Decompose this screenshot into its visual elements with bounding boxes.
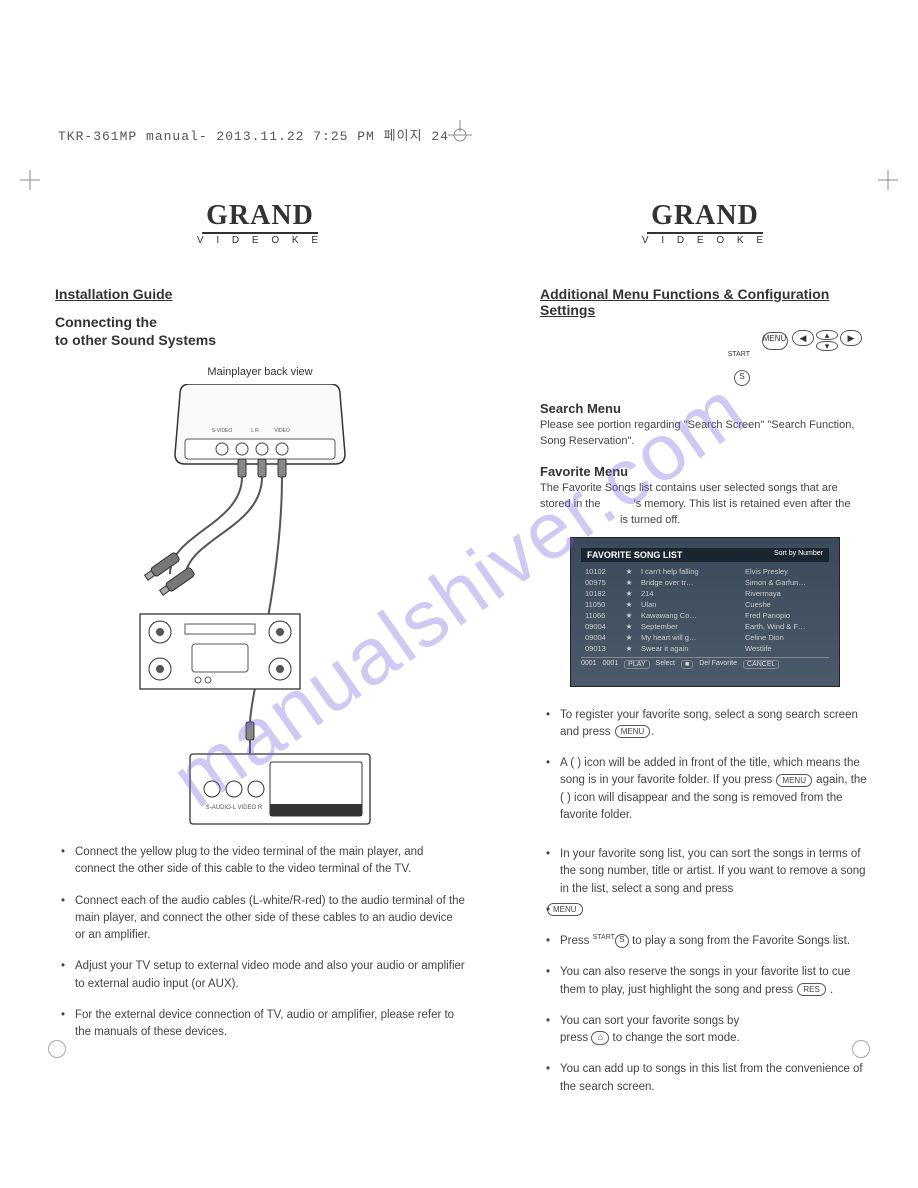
- crop-mark-top: [445, 120, 475, 150]
- search-text: Please see portion regarding "Search Scr…: [540, 418, 870, 450]
- song-row: 09004★My heart will g…Celine Dion: [581, 632, 829, 643]
- svg-text:S-VIDEO: S-VIDEO: [212, 428, 233, 434]
- brand-logo: GRAND V I D E O K E: [55, 200, 465, 246]
- s-icon: S: [615, 934, 629, 948]
- down-arrow-icon: ▾: [816, 341, 838, 351]
- diagram-label: Mainplayer back view: [55, 366, 465, 378]
- song-row: 11050★UlanCueshe: [581, 599, 829, 610]
- menu-pill: MENU: [615, 725, 651, 738]
- right-bullets-2: In your favorite song list, you can sort…: [540, 846, 870, 1096]
- icon-row: MENU ◀ ▴ ▾ ▶: [540, 330, 862, 351]
- nav-pad-icon: ◀ ▴ ▾ ▶: [792, 330, 862, 351]
- song-row: 09013★Swear it againWestlife: [581, 643, 829, 654]
- search-heading: Search Menu: [540, 401, 870, 416]
- song-row: 10102★I can't help fallingElvis Presley: [581, 566, 829, 577]
- brand-name: GRAND: [202, 200, 318, 234]
- screenshot-title: FAVORITE SONG LIST Sort by Number: [581, 548, 829, 562]
- bullet-item: A ( ) icon will be added in front of the…: [560, 755, 870, 824]
- bullet-item: Adjust your TV setup to external video m…: [75, 958, 465, 993]
- song-rows: 10102★I can't help fallingElvis Presley0…: [581, 566, 829, 654]
- right-arrow-icon: ▶: [840, 330, 862, 346]
- svg-text:L R: L R: [251, 428, 259, 434]
- brand-sub: V I D E O K E: [55, 235, 465, 246]
- brand-name: GRAND: [647, 200, 763, 234]
- bullet-item: In your favorite song list, you can sort…: [560, 846, 870, 898]
- bullet-item: You can add up to songs in this list fro…: [560, 1061, 870, 1096]
- start-icon-row: START S: [540, 351, 750, 387]
- svg-text:S-AUDIO-L VIDEO R: S-AUDIO-L VIDEO R: [206, 805, 263, 811]
- favorite-heading: Favorite Menu: [540, 464, 870, 479]
- song-row: 09004★SeptemberEarth, Wind & F…: [581, 621, 829, 632]
- left-bullets: Connect the yellow plug to the video ter…: [55, 844, 465, 1041]
- start-label: START: [728, 351, 750, 358]
- bullet-item: Connect each of the audio cables (L-whit…: [75, 893, 465, 945]
- brand-logo: GRAND V I D E O K E: [540, 200, 870, 246]
- bullet-item: Connect the yellow plug to the video ter…: [75, 844, 465, 879]
- crop-mark-right: [878, 170, 898, 190]
- bullet-item: MENU: [560, 902, 870, 919]
- right-page: GRAND V I D E O K E Additional Menu Func…: [540, 200, 870, 1110]
- right-title: Additional Menu Functions & Configuratio…: [540, 286, 870, 318]
- left-page: GRAND V I D E O K E Installation Guide C…: [55, 200, 465, 1055]
- favorite-list-screenshot: FAVORITE SONG LIST Sort by Number 10102★…: [570, 537, 840, 687]
- song-row: 10182★214Rivermaya: [581, 588, 829, 599]
- connection-diagram: S-VIDEO L R VIDEO: [130, 384, 390, 844]
- bullet-item: You can also reserve the songs in your f…: [560, 964, 870, 999]
- bullet-item: To register your favorite song, select a…: [560, 707, 870, 742]
- svg-text:VIDEO: VIDEO: [274, 428, 290, 434]
- right-bullets-1: To register your favorite song, select a…: [540, 707, 870, 825]
- bullet-item: You can sort your favorite songs by pres…: [560, 1013, 870, 1048]
- menu-pill: MENU: [547, 903, 583, 916]
- bullet-item: Press STARTS to play a song from the Fav…: [560, 933, 870, 950]
- left-subtitle-1: Connecting the: [55, 314, 465, 330]
- res-pill: RES: [797, 983, 825, 996]
- screenshot-footer: 0001 0001 PLAY Select ■ Del Favorite CAN…: [581, 657, 829, 669]
- doc-header: TKR-361MP manual- 2013.11.22 7:25 PM 페이지…: [58, 125, 449, 144]
- brand-sub: V I D E O K E: [540, 235, 870, 246]
- menu-icon: MENU: [762, 332, 788, 350]
- left-subtitle-2: to other Sound Systems: [55, 332, 465, 348]
- up-arrow-icon: ▴: [816, 330, 838, 340]
- favorite-intro: The Favorite Songs list contains user se…: [540, 481, 870, 529]
- left-title: Installation Guide: [55, 286, 465, 302]
- nav-icon: ⌂: [591, 1031, 609, 1045]
- menu-pill: MENU: [776, 774, 812, 787]
- left-arrow-icon: ◀: [792, 330, 814, 346]
- song-row: 11066★Kawawang Co…Fred Panopio: [581, 610, 829, 621]
- bullet-item: For the external device connection of TV…: [75, 1007, 465, 1042]
- s-icon: S: [734, 370, 750, 386]
- song-row: 00975★Bridge over tr…Simon & Garfun…: [581, 577, 829, 588]
- crop-mark-left: [20, 170, 40, 190]
